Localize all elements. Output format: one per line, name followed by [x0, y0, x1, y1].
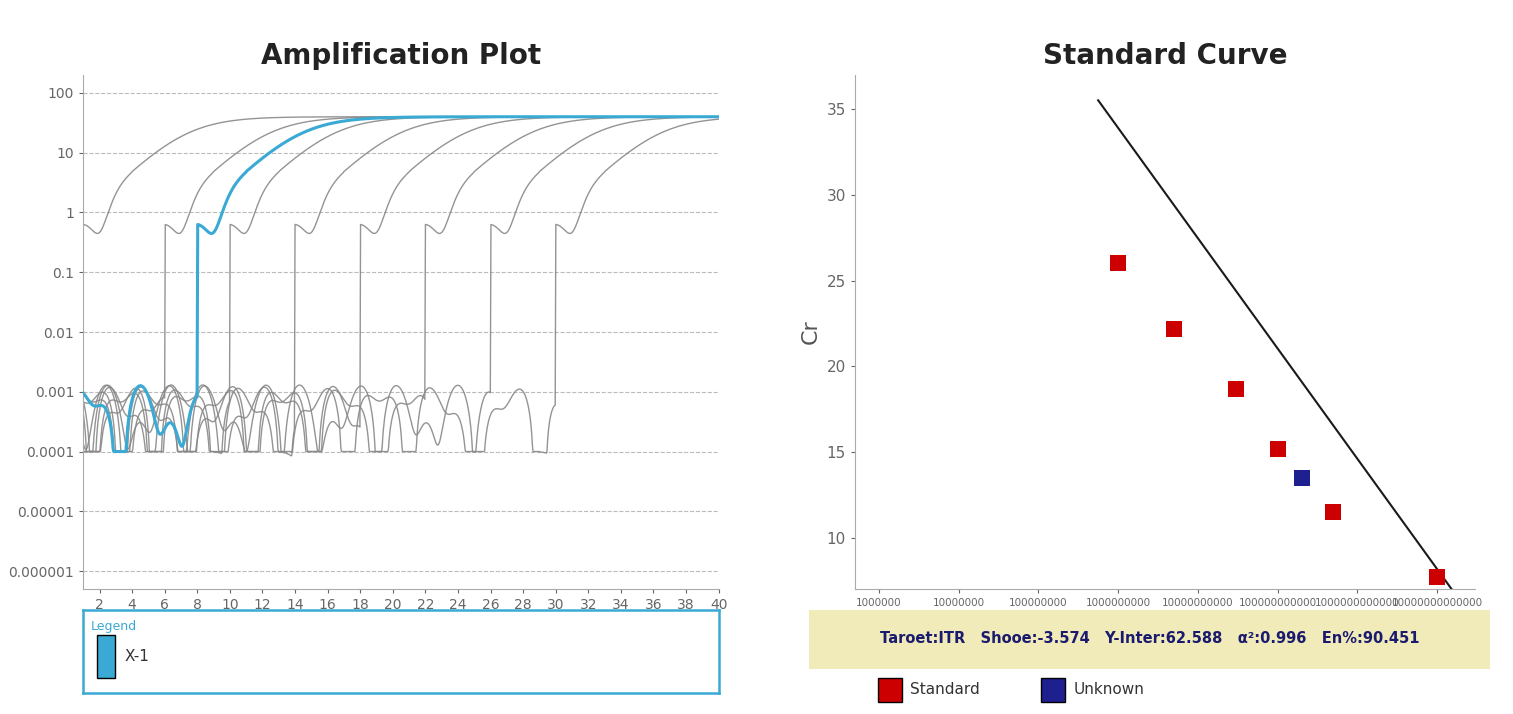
Title: Amplification Plot: Amplification Plot — [260, 42, 542, 70]
Text: Standard: Standard — [911, 682, 980, 698]
X-axis label: Cycle: Cycle — [368, 618, 434, 638]
Y-axis label: ΔRn: ΔRn — [0, 310, 3, 354]
X-axis label: Quantity: Quantity — [1103, 616, 1227, 640]
FancyBboxPatch shape — [878, 678, 902, 702]
FancyBboxPatch shape — [1041, 678, 1065, 702]
Title: Standard Curve: Standard Curve — [1042, 42, 1288, 70]
Y-axis label: Cr: Cr — [800, 320, 822, 344]
FancyBboxPatch shape — [97, 635, 115, 678]
Text: Taroet:ITR   Shooe:-3.574   Y-Inter:62.588   α²:0.996   En%:90.451: Taroet:ITR Shooe:-3.574 Y-Inter:62.588 α… — [881, 631, 1419, 646]
Text: Legend: Legend — [91, 620, 138, 633]
Text: X-1: X-1 — [124, 649, 150, 664]
Text: Unknown: Unknown — [1074, 682, 1144, 698]
